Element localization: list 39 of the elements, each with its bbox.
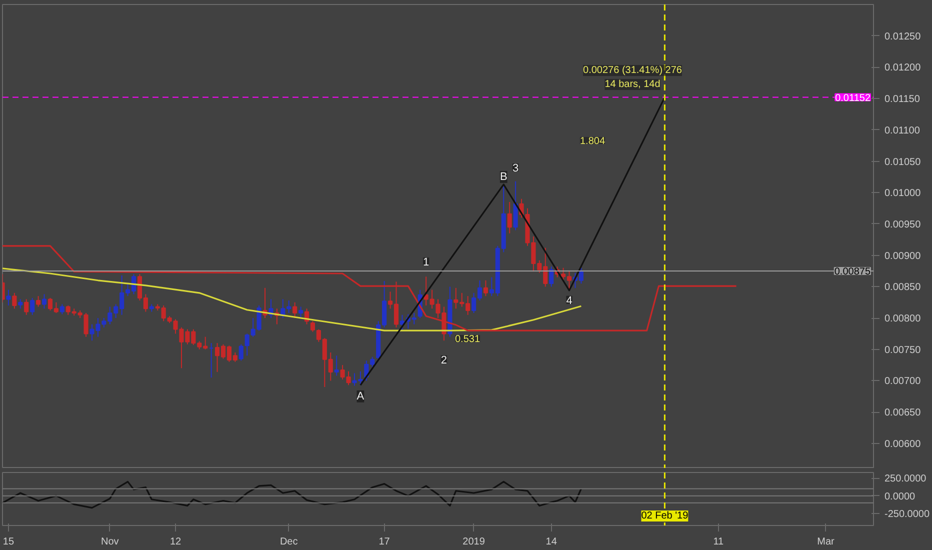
ref-line-label: 02 Feb '19 xyxy=(641,510,689,522)
y-tick-label: 0.00900 xyxy=(884,250,922,262)
x-tick-label: 17 xyxy=(378,536,390,548)
y-tick-label: 0.01250 xyxy=(884,31,922,42)
x-tick-label: Mar xyxy=(817,536,836,548)
y-tick-label: 0.01000 xyxy=(884,188,922,200)
y-tick-label: 0.01050 xyxy=(884,156,922,168)
x-tick-label: Dec xyxy=(280,536,298,548)
x-tick-label: 14 xyxy=(546,536,558,548)
y-tick-label: 0.00650 xyxy=(884,408,922,419)
x-tick-label: 12 xyxy=(170,536,182,548)
ref-line-label: 0.01152 xyxy=(835,92,871,104)
annotation: 0.00276 (31.41%) 276 xyxy=(583,65,682,76)
y-tick-label: 0.00750 xyxy=(884,344,922,356)
annotation: A xyxy=(356,390,365,402)
y-tick-label: 0.0000 xyxy=(884,491,916,502)
y-tick-label: 0.01200 xyxy=(884,62,922,74)
annotation: 2 xyxy=(440,354,448,366)
annotation: 1 xyxy=(423,256,430,269)
annotation: B xyxy=(500,170,508,183)
y-tick-label: 0.00850 xyxy=(884,282,922,294)
y-tick-label: 0.01100 xyxy=(884,125,920,136)
y-tick-label: 0.00800 xyxy=(884,314,922,325)
annotation: 3 xyxy=(512,162,519,175)
x-tick-label: 11 xyxy=(713,536,724,548)
y-tick-label: 0.00600 xyxy=(884,438,922,450)
annotation: 1.804 xyxy=(580,136,606,147)
ref-line-label: 0.00875 xyxy=(834,266,871,278)
annotation: 14 bars, 14d xyxy=(604,79,660,90)
y-tick-label: 0.00700 xyxy=(884,376,922,388)
x-tick-label: 15 xyxy=(2,536,14,548)
x-tick-label: Nov xyxy=(100,536,119,548)
y-tick-label: 250.0000 xyxy=(884,474,927,485)
y-tick-label: 0.01150 xyxy=(884,94,920,106)
x-tick-label: 2019 xyxy=(462,536,486,548)
y-tick-label: 0.00950 xyxy=(884,219,922,230)
y-tick-label: -250.0000 xyxy=(884,508,930,520)
annotation: 0.531 xyxy=(454,334,480,345)
annotation: 4 xyxy=(566,294,572,307)
